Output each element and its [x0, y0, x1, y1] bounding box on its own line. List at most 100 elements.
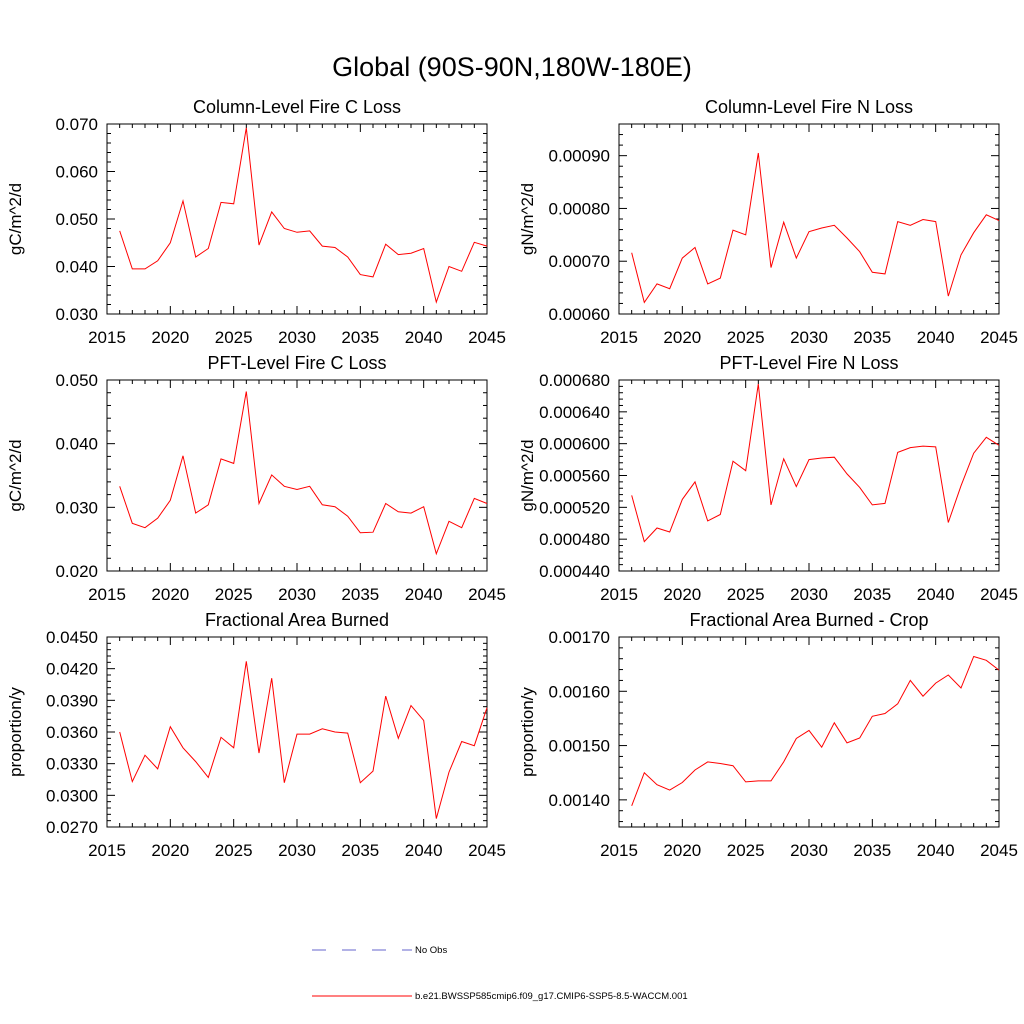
- chart-title: PFT-Level Fire C Loss: [207, 353, 386, 373]
- legend-obs-label: No Obs: [415, 945, 447, 956]
- y-tick-label: 0.0390: [46, 691, 98, 710]
- x-tick-label: 2020: [663, 328, 701, 347]
- chart-panels: Column-Level Fire C Loss 2015 2020 2025 2030…: [6, 97, 1018, 860]
- x-tick-label: 2030: [790, 841, 828, 860]
- chart-panel-3: PFT-Level Fire C Loss 2015 2020 2025 2030 203…: [6, 353, 506, 604]
- y-tick-label: 0.00160: [549, 682, 610, 701]
- plot-frame: [106, 379, 488, 572]
- x-tick-label: 2025: [727, 328, 765, 347]
- x-tick-label: 2030: [790, 585, 828, 604]
- plot-frame: [618, 636, 1000, 828]
- y-tick-label: 0.000520: [539, 498, 610, 517]
- x-tick-label: 2035: [341, 328, 379, 347]
- x-tick-label: 2045: [468, 585, 506, 604]
- plot-frame: [106, 636, 488, 828]
- x-tick-label: 2035: [853, 585, 891, 604]
- x-tick-label: 2045: [980, 841, 1018, 860]
- x-tick-label: 2035: [853, 328, 891, 347]
- series-line: [631, 152, 1000, 304]
- y-tick-label: 0.000680: [539, 371, 610, 390]
- y-tick-label: 0.0330: [46, 755, 98, 774]
- x-tick-label: 2030: [278, 841, 316, 860]
- y-tick-label: 0.050: [55, 371, 98, 390]
- x-tick-label: 2015: [600, 585, 638, 604]
- y-tick-label: 0.0300: [46, 786, 98, 805]
- x-tick-label: 2035: [341, 585, 379, 604]
- x-tick-label: 2040: [917, 585, 955, 604]
- y-tick-label: 0.000600: [539, 435, 610, 454]
- x-tick-label: 2045: [468, 841, 506, 860]
- legend-model-label: b.e21.BWSSP585cmip6.f09_g17.CMIP6-SSP5-8…: [415, 991, 688, 1002]
- y-tick-label: 0.00080: [549, 199, 610, 218]
- x-tick-label: 2025: [727, 585, 765, 604]
- x-tick-label: 2030: [278, 585, 316, 604]
- y-axis-label: proportion/y: [6, 687, 25, 777]
- x-tick-label: 2045: [980, 585, 1018, 604]
- x-tick-label: 2025: [215, 585, 253, 604]
- x-tick-label: 2020: [663, 841, 701, 860]
- y-tick-label: 0.030: [55, 305, 98, 324]
- legend: No Obs b.e21.BWSSP585cmip6.f09_g17.CMIP6…: [312, 945, 688, 1002]
- y-tick-label: 0.00060: [549, 305, 610, 324]
- y-tick-label: 0.0270: [46, 818, 98, 837]
- chart-title: PFT-Level Fire N Loss: [719, 353, 898, 373]
- x-tick-label: 2035: [853, 841, 891, 860]
- y-tick-label: 0.020: [55, 562, 98, 581]
- chart-title: Fractional Area Burned - Crop: [689, 610, 928, 630]
- y-tick-label: 0.00140: [549, 791, 610, 810]
- y-tick-label: 0.000640: [539, 403, 610, 422]
- series-line: [631, 383, 1000, 543]
- x-tick-label: 2045: [468, 328, 506, 347]
- x-tick-label: 2045: [980, 328, 1018, 347]
- chart-panel-2: Column-Level Fire N Loss 2015 2020 2025 2030…: [518, 97, 1018, 347]
- x-tick-label: 2020: [663, 585, 701, 604]
- x-tick-label: 2040: [405, 328, 443, 347]
- x-tick-label: 2015: [600, 841, 638, 860]
- series-line: [631, 655, 1000, 806]
- y-tick-label: 0.0360: [46, 723, 98, 742]
- y-tick-label: 0.00070: [549, 252, 610, 271]
- y-tick-label: 0.0420: [46, 660, 98, 679]
- x-tick-label: 2040: [405, 841, 443, 860]
- x-tick-label: 2015: [88, 585, 126, 604]
- x-tick-label: 2015: [88, 328, 126, 347]
- y-tick-label: 0.030: [55, 498, 98, 517]
- x-tick-label: 2025: [215, 841, 253, 860]
- series-line: [119, 127, 488, 304]
- y-axis-label: proportion/y: [518, 687, 537, 777]
- chart-panel-5: Fractional Area Burned 2015 2020 2025 2030 20…: [6, 610, 506, 860]
- figure-title: Global (90S-90N,180W-180E): [332, 52, 692, 82]
- y-tick-label: 0.00170: [549, 628, 610, 647]
- x-tick-label: 2020: [151, 841, 189, 860]
- x-tick-label: 2030: [790, 328, 828, 347]
- chart-title: Fractional Area Burned: [205, 610, 389, 630]
- series-line: [119, 661, 488, 819]
- y-tick-label: 0.000480: [539, 530, 610, 549]
- y-tick-label: 0.070: [55, 115, 98, 134]
- chart-title: Column-Level Fire N Loss: [705, 97, 913, 117]
- x-tick-label: 2040: [917, 328, 955, 347]
- y-tick-label: 0.050: [55, 210, 98, 229]
- x-tick-label: 2040: [917, 841, 955, 860]
- x-tick-label: 2030: [278, 328, 316, 347]
- plot-frame: [618, 379, 1000, 572]
- x-tick-label: 2035: [341, 841, 379, 860]
- chart-title: Column-Level Fire C Loss: [193, 97, 401, 117]
- x-tick-label: 2015: [600, 328, 638, 347]
- y-tick-label: 0.000440: [539, 562, 610, 581]
- y-tick-label: 0.00150: [549, 737, 610, 756]
- y-axis-label: gN/m^2/d: [518, 183, 537, 255]
- y-tick-label: 0.00090: [549, 147, 610, 166]
- plot-frame: [106, 123, 488, 315]
- y-tick-label: 0.060: [55, 163, 98, 182]
- y-tick-label: 0.040: [55, 435, 98, 454]
- x-tick-label: 2020: [151, 585, 189, 604]
- chart-panel-1: Column-Level Fire C Loss 2015 2020 2025 2030…: [6, 97, 506, 347]
- y-tick-label: 0.000560: [539, 467, 610, 486]
- x-tick-label: 2040: [405, 585, 443, 604]
- y-axis-label: gC/m^2/d: [6, 439, 25, 511]
- y-axis-label: gN/m^2/d: [518, 439, 537, 511]
- x-tick-label: 2025: [727, 841, 765, 860]
- x-tick-label: 2020: [151, 328, 189, 347]
